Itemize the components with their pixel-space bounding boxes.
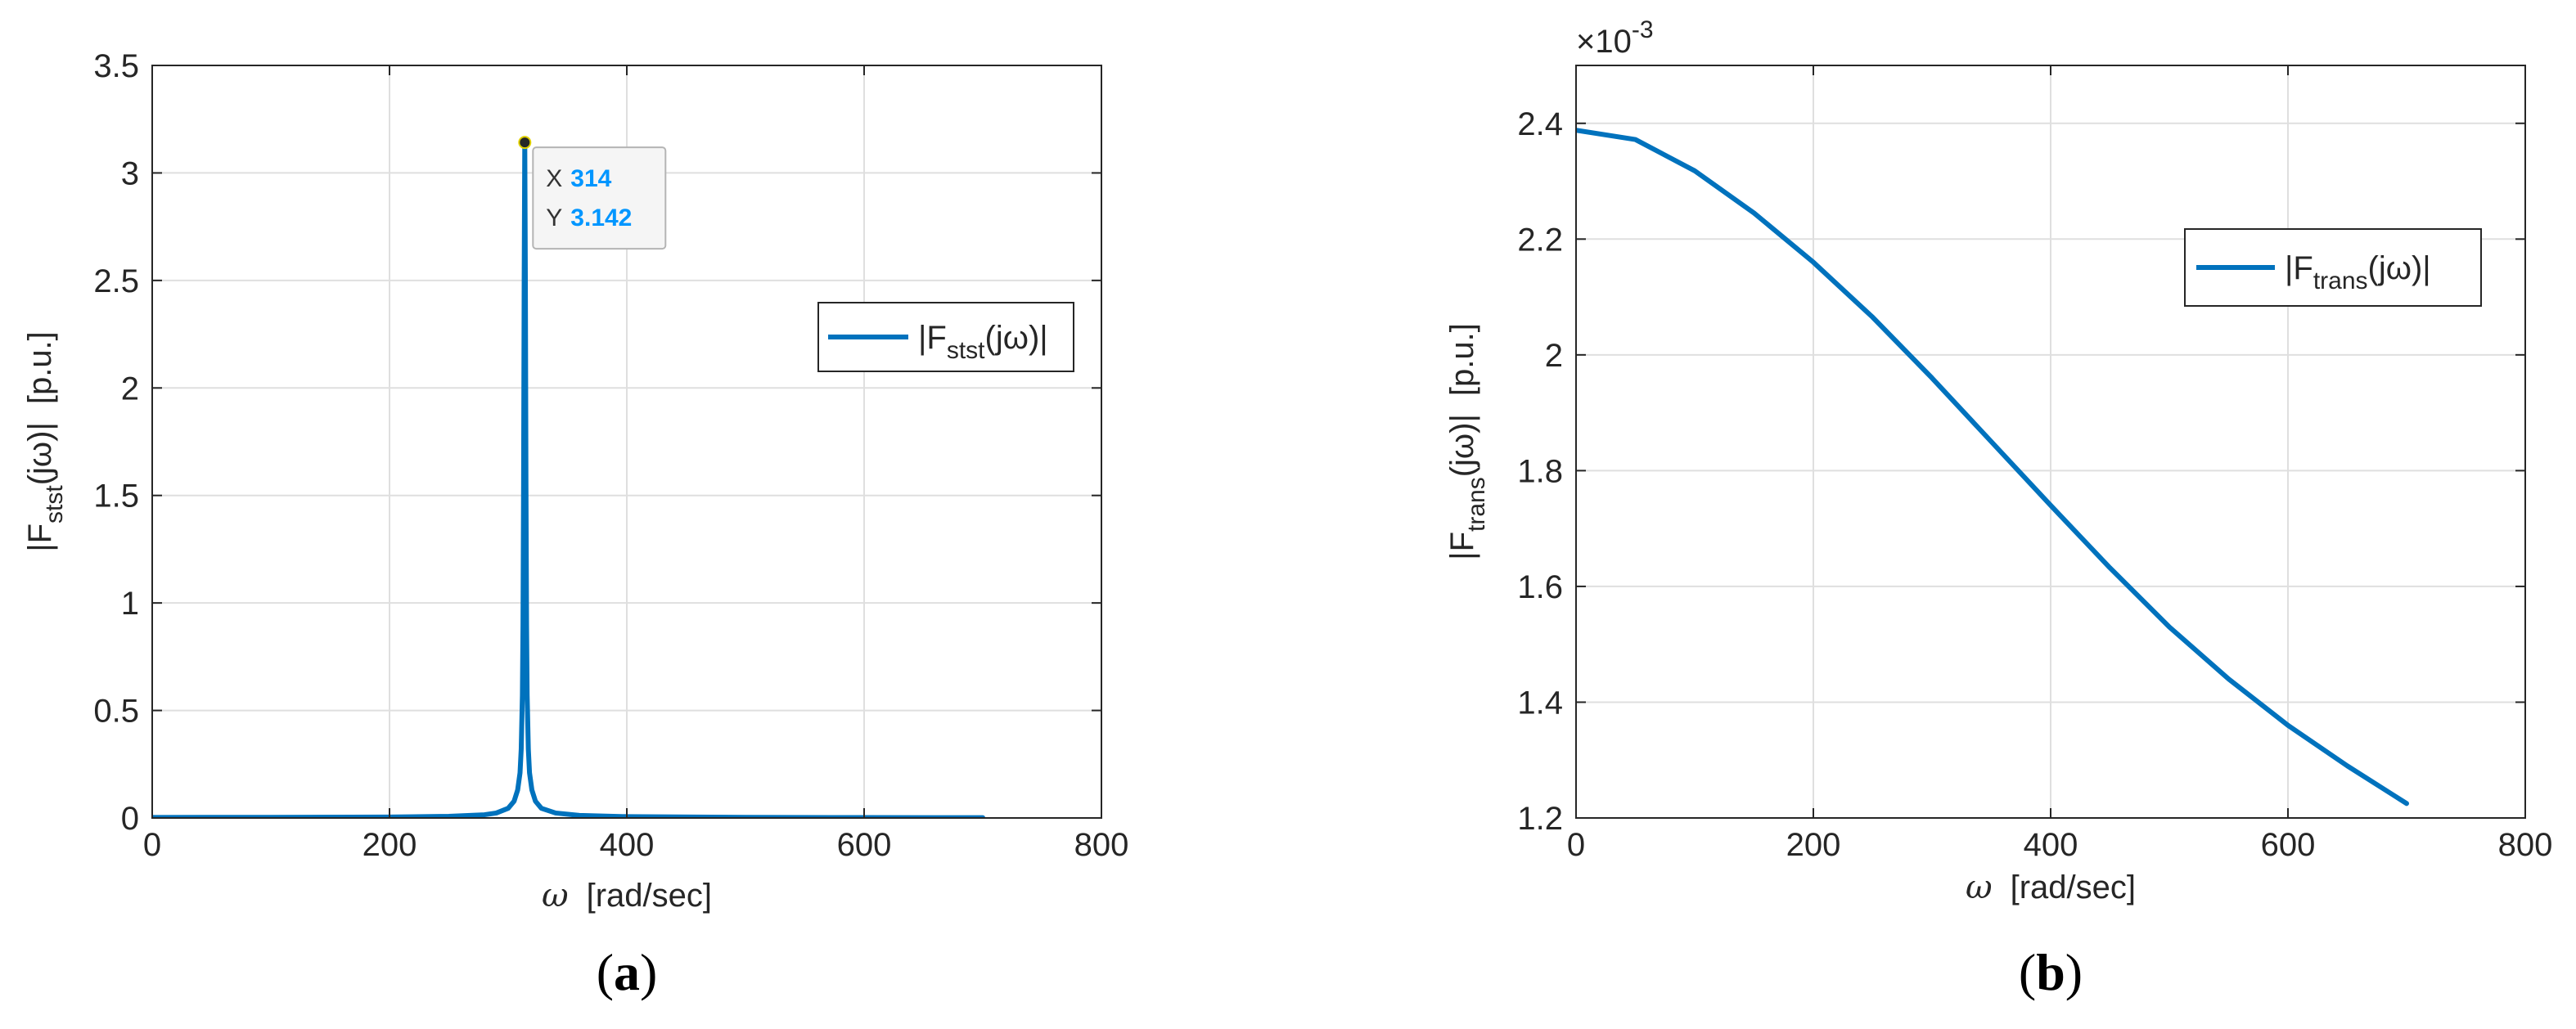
- y-tick-label-a-6: 3: [121, 155, 139, 191]
- x-tick-label-a-3: 600: [837, 827, 892, 863]
- datatip-y-label: Y: [546, 204, 562, 231]
- y-tick-label-b-4: 2: [1545, 338, 1563, 374]
- y-tick-label-a-0: 0: [121, 801, 139, 837]
- ylabel-b: |Ftrans(jω)| [p.u.]: [1444, 323, 1490, 560]
- xlabel-a-unit: [rad/sec]: [587, 878, 712, 914]
- ylabel-a-tail: (jω)|: [22, 422, 58, 485]
- y-multiplier-b-exp: -3: [1632, 16, 1654, 43]
- xlabel-b: ω [rad/sec]: [1966, 869, 2136, 906]
- grid-a: [152, 65, 1101, 818]
- x-tick-label-b-0: 0: [1567, 827, 1585, 863]
- datatip-x-value: 314: [570, 165, 611, 192]
- legend-a-sub: stst: [947, 337, 985, 364]
- legend-a-main: |F: [918, 320, 947, 356]
- x-tick-label-b-1: 200: [1786, 827, 1841, 863]
- ticks-a: 0 200 400 600 800 0 0.5 1 1.5 2 2.5 3 3.5: [93, 48, 1128, 863]
- x-tick-label-a-0: 0: [143, 827, 161, 863]
- ylabel-a-unit: [p.u.]: [22, 331, 58, 404]
- y-tick-label-a-2: 1: [121, 586, 139, 622]
- legend-a-tail: (jω)|: [985, 320, 1048, 356]
- x-tick-label-b-4: 800: [2498, 827, 2553, 863]
- y-tick-label-a-3: 1.5: [93, 479, 139, 514]
- y-tick-label-b-2: 1.6: [1517, 569, 1563, 605]
- datatip-y-value: 3.142: [570, 204, 632, 231]
- y-tick-label-a-7: 3.5: [93, 48, 139, 84]
- y-tick-label-b-6: 2.4: [1517, 106, 1563, 142]
- legend-b-tail: (jω)|: [2368, 250, 2431, 286]
- datatip-marker[interactable]: [518, 136, 532, 150]
- x-tick-label-a-1: 200: [363, 827, 417, 863]
- datatip-x-label: X: [546, 165, 562, 192]
- x-tick-label-b-2: 400: [2024, 827, 2078, 863]
- legend-b-main: |F: [2285, 250, 2313, 286]
- y-tick-label-b-1: 1.4: [1517, 685, 1563, 721]
- ylabel-a: |Fstst(jω)| [p.u.]: [22, 331, 68, 552]
- legend-b-sub: trans: [2313, 267, 2368, 294]
- panel-a: 0 200 400 600 800 0 0.5 1 1.5 2 2.5 3 3.5 X 314 Y 3.…: [22, 48, 1128, 1001]
- legend-a[interactable]: |Fstst(jω)|: [817, 302, 1074, 372]
- x-tick-label-a-4: 800: [1074, 827, 1129, 863]
- ylabel-b-tail: (jω)|: [1444, 414, 1480, 477]
- y-tick-label-a-1: 0.5: [93, 694, 139, 730]
- panel-label-b-letter: b: [2036, 943, 2065, 1001]
- y-tick-label-a-5: 2.5: [93, 263, 139, 299]
- x-tick-label-b-3: 600: [2261, 827, 2316, 863]
- ylabel-b-unit: [p.u.]: [1444, 323, 1480, 396]
- legend-entry-b: |Ftrans(jω)|: [2285, 250, 2431, 294]
- series-b: [1576, 128, 2409, 807]
- x-tick-label-a-2: 400: [600, 827, 655, 863]
- panel-label-b: (b): [2019, 943, 2083, 1001]
- datatip[interactable]: X 314 Y 3.142: [518, 136, 667, 250]
- ticks-b: 0 200 400 600 800 1.2 1.4 1.6 1.8 2 2.2 2.4: [1517, 65, 2552, 863]
- ylabel-b-sub: trans: [1463, 477, 1490, 532]
- xlabel-a: ω [rad/sec]: [542, 877, 712, 914]
- datatip-box: [532, 146, 667, 250]
- xlabel-a-symbol: ω: [542, 877, 569, 914]
- ylabel-b-main: |F: [1444, 532, 1480, 560]
- y-tick-label-b-5: 2.2: [1517, 222, 1563, 258]
- series-line-b: [1576, 128, 2409, 807]
- ylabel-a-sub: stst: [41, 485, 68, 523]
- panel-label-a: (a): [597, 943, 658, 1001]
- ylabel-a-main: |F: [22, 523, 58, 552]
- y-tick-label-b-3: 1.8: [1517, 453, 1563, 489]
- legend-b[interactable]: |Ftrans(jω)|: [2184, 228, 2482, 307]
- legend-entry-a: |Fstst(jω)|: [918, 320, 1048, 364]
- panel-label-a-letter: a: [614, 943, 640, 1001]
- panel-b: 0 200 400 600 800 1.2 1.4 1.6 1.8 2 2.2 2.4 ×10-3 |…: [1444, 16, 2552, 1001]
- xlabel-b-unit: [rad/sec]: [2011, 869, 2136, 905]
- y-multiplier-b-base: ×10: [1576, 24, 1632, 60]
- y-tick-label-a-4: 2: [121, 371, 139, 407]
- y-tick-label-b-0: 1.2: [1517, 801, 1563, 837]
- y-multiplier-b: ×10-3: [1576, 16, 1654, 60]
- xlabel-b-symbol: ω: [1966, 869, 1993, 906]
